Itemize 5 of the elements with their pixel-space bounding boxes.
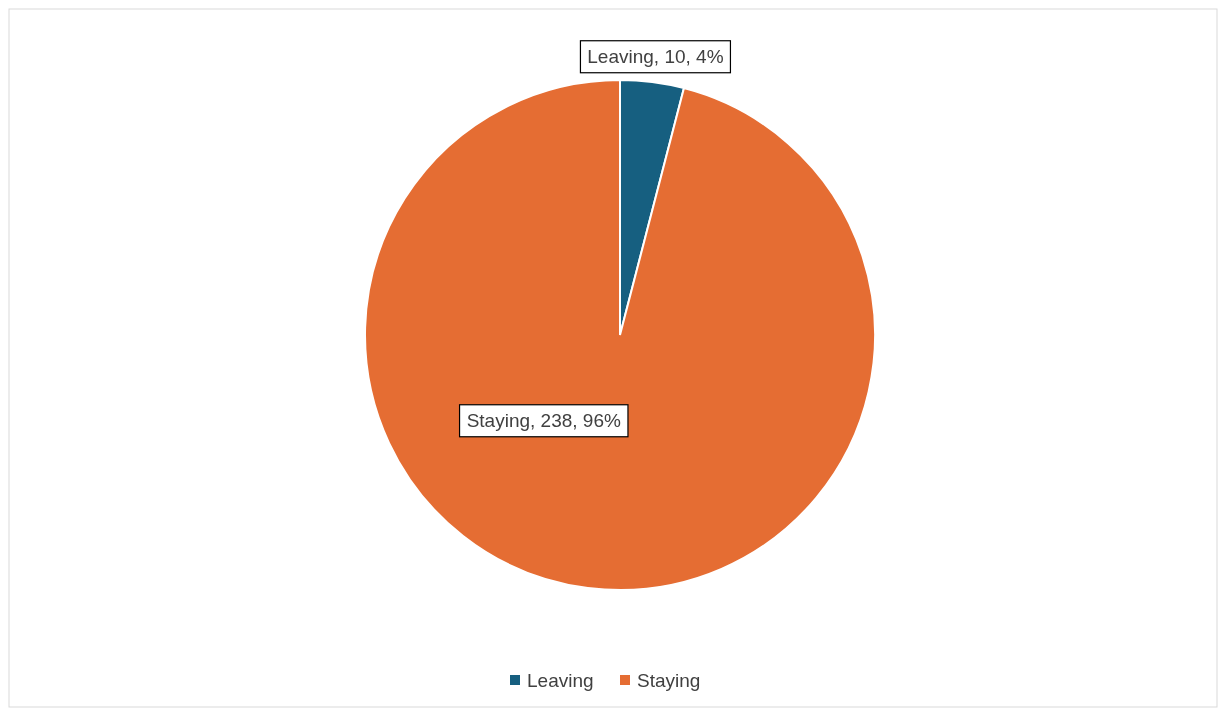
legend-label: Leaving: [527, 669, 594, 691]
data-label: Leaving, 10, 4%: [587, 46, 724, 68]
pie-slice: [364, 79, 876, 591]
legend-label: Staying: [637, 669, 701, 691]
data-label: Staying, 238, 96%: [466, 410, 621, 432]
